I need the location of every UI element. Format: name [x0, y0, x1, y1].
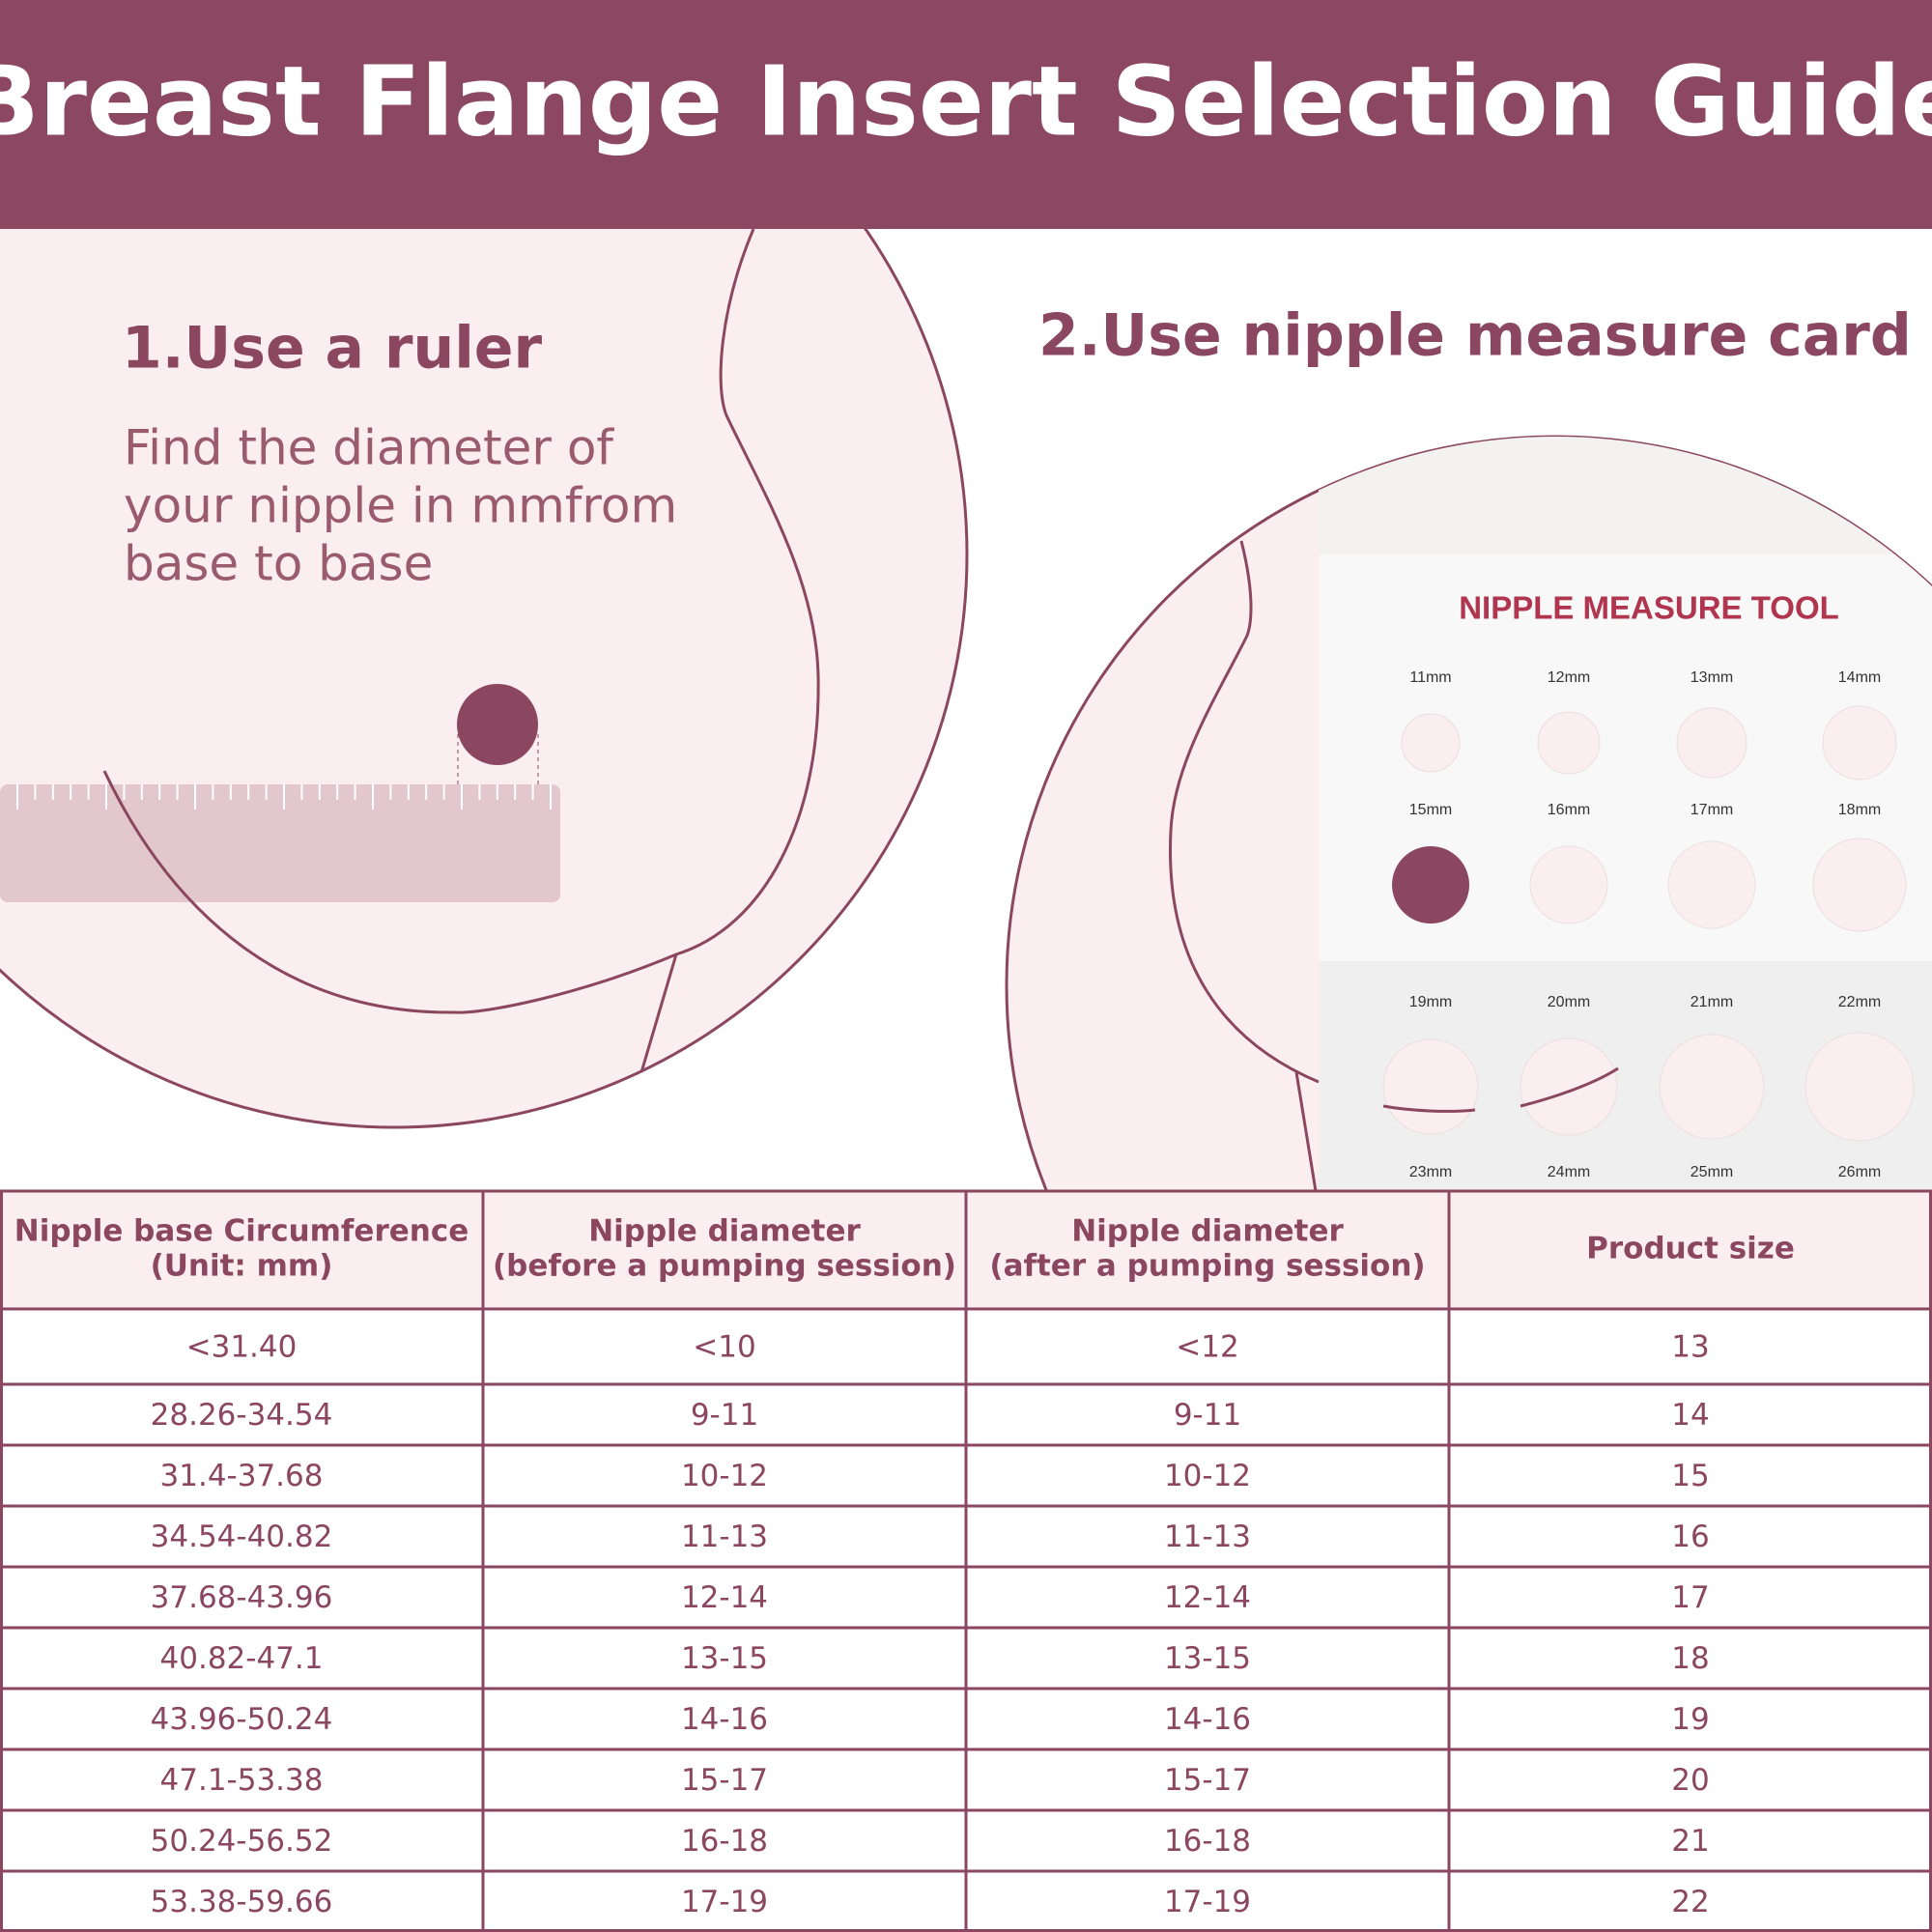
cell: 14-16	[1164, 1702, 1251, 1737]
size-hole	[1804, 1032, 1915, 1142]
cell: 11-13	[681, 1520, 768, 1554]
column-header: Product size	[1586, 1232, 1795, 1266]
size-label: 22mm	[1838, 994, 1881, 1010]
size-label: 13mm	[1690, 669, 1733, 686]
cell: 16-18	[1164, 1824, 1251, 1859]
cell: 9-11	[1174, 1398, 1241, 1433]
cell: 10-12	[1164, 1459, 1251, 1493]
cell: 17-19	[681, 1885, 768, 1919]
step-text: your nipple in mmfrom	[124, 478, 677, 534]
cell: 43.96-50.24	[151, 1702, 333, 1737]
size-hole	[1667, 840, 1756, 929]
column-header: Nipple diameter	[1071, 1214, 1344, 1249]
cell: 20	[1671, 1763, 1709, 1798]
cell: 15-17	[1164, 1763, 1251, 1798]
cell: 15	[1671, 1459, 1709, 1493]
cell: 14-16	[681, 1702, 768, 1737]
size-label: 19mm	[1409, 994, 1452, 1010]
size-hole	[1822, 705, 1897, 781]
size-label: 18mm	[1838, 802, 1881, 818]
cell: 9-11	[691, 1398, 758, 1433]
cell: 16	[1671, 1520, 1709, 1554]
cell: 13-15	[1164, 1641, 1251, 1676]
size-label: 15mm	[1409, 802, 1452, 818]
size-label: 17mm	[1690, 802, 1733, 818]
size-label: 23mm	[1409, 1164, 1452, 1180]
cell: 13-15	[681, 1641, 768, 1676]
cell: 17-19	[1164, 1885, 1251, 1919]
title: Breast Flange Insert Selection Guide	[0, 44, 1932, 157]
cell: 12-14	[681, 1580, 768, 1615]
cell: <10	[693, 1330, 755, 1365]
cell: 40.82-47.1	[160, 1641, 324, 1676]
nipple	[457, 684, 538, 765]
size-hole	[1659, 1034, 1765, 1140]
size-label: 21mm	[1690, 994, 1733, 1010]
cell: 53.38-59.66	[151, 1885, 333, 1919]
step-title: 1.Use a ruler	[122, 315, 542, 383]
ruler	[0, 784, 560, 902]
column-header: (before a pumping session)	[493, 1249, 956, 1284]
size-hole	[1529, 845, 1608, 924]
cell: 10-12	[681, 1459, 768, 1493]
size-label: 16mm	[1548, 802, 1590, 818]
size-label: 24mm	[1548, 1164, 1590, 1180]
cell: 22	[1671, 1885, 1709, 1919]
size-hole	[1382, 1038, 1479, 1135]
breast-outline	[1168, 540, 1619, 1192]
step-text: base to base	[124, 536, 433, 592]
cell: 16-18	[681, 1824, 768, 1859]
breast-outline	[102, 228, 820, 1073]
step-title: 2.Use nipple measure card	[1038, 302, 1912, 370]
cell: 31.4-37.68	[160, 1459, 324, 1493]
size-label: 11mm	[1409, 669, 1451, 686]
size-hole	[1520, 1037, 1618, 1136]
cell: <12	[1176, 1330, 1238, 1365]
size-hole	[1676, 707, 1747, 779]
size-label: 25mm	[1690, 1164, 1733, 1180]
size-hole	[1537, 711, 1601, 775]
column-header: (Unit: mm)	[151, 1249, 333, 1284]
cell: 12-14	[1164, 1580, 1251, 1615]
column-header: Nipple base Circumference	[14, 1214, 469, 1249]
cell: 11-13	[1164, 1520, 1251, 1554]
card-title: NIPPLE MEASURE TOOL	[1459, 590, 1839, 626]
cell: <31.40	[186, 1330, 298, 1365]
cell: 37.68-43.96	[151, 1580, 333, 1615]
cell: 17	[1671, 1580, 1709, 1615]
cell: 34.54-40.82	[151, 1520, 333, 1554]
column-header: (after a pumping session)	[989, 1249, 1425, 1284]
size-label: 20mm	[1548, 994, 1590, 1010]
cell: 15-17	[681, 1763, 768, 1798]
cell: 50.24-56.52	[151, 1824, 333, 1859]
cell: 14	[1671, 1398, 1709, 1433]
size-hole	[1812, 838, 1907, 932]
cell: 21	[1671, 1824, 1709, 1859]
cell: 18	[1671, 1641, 1709, 1676]
cell: 47.1-53.38	[160, 1763, 324, 1798]
size-label: 14mm	[1838, 669, 1881, 686]
step-text: Find the diameter of	[124, 420, 614, 476]
size-label: 26mm	[1838, 1164, 1881, 1180]
column-header: Nipple diameter	[588, 1214, 861, 1249]
header-bar	[0, 0, 1932, 229]
cell: 28.26-34.54	[151, 1398, 333, 1433]
cell: 13	[1671, 1330, 1709, 1365]
size-label: 12mm	[1548, 669, 1590, 686]
size-hole	[1401, 713, 1461, 773]
size-hole	[1392, 846, 1469, 923]
cell: 19	[1671, 1702, 1709, 1737]
